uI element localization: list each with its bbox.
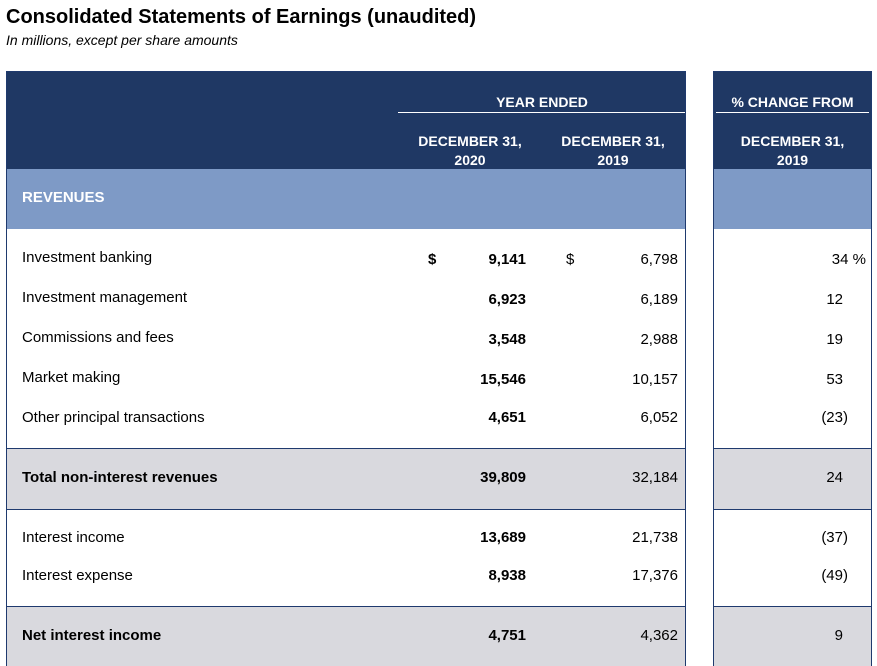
column-header-2019: DECEMBER 31, 2019 bbox=[561, 133, 665, 168]
value-2020-investment-management: 6,923 bbox=[488, 291, 526, 308]
percent-change-panel: % CHANGE FROM DECEMBER 31, 2019 34 % 12 … bbox=[713, 71, 872, 666]
pct-change-market-making: 53 bbox=[826, 371, 843, 388]
net-interest-row-shade bbox=[7, 606, 685, 666]
value-2019-investment-management: 6,189 bbox=[640, 291, 678, 308]
table-header: YEAR ENDED DECEMBER 31, 2020 DECEMBER 31… bbox=[7, 72, 685, 169]
value-2019-market-making: 10,157 bbox=[632, 371, 678, 388]
value-2020-total-non-interest-revenues: 39,809 bbox=[480, 469, 526, 486]
total-row-shade bbox=[7, 448, 685, 510]
percent-change-header: % CHANGE FROM DECEMBER 31, 2019 bbox=[714, 72, 871, 169]
page-subtitle: In millions, except per share amounts bbox=[6, 32, 238, 48]
pct-change-investment-management: 12 bbox=[826, 291, 843, 308]
currency-symbol-2020: $ bbox=[428, 251, 437, 268]
value-2020-market-making: 15,546 bbox=[480, 371, 526, 388]
value-2019-total-non-interest-revenues: 32,184 bbox=[632, 469, 678, 486]
value-2020-interest-income: 13,689 bbox=[480, 529, 526, 546]
page-title: Consolidated Statements of Earnings (una… bbox=[6, 6, 477, 28]
column-header-2020: DECEMBER 31, 2020 bbox=[418, 133, 522, 168]
row-label-net-interest-income: Net interest income bbox=[22, 627, 162, 644]
year-ended-header: YEAR ENDED bbox=[496, 94, 588, 110]
value-2019-interest-expense: 17,376 bbox=[632, 567, 678, 584]
value-2019-commissions-and-fees: 2,988 bbox=[640, 331, 678, 348]
row-label-investment-management: Investment management bbox=[22, 289, 188, 306]
column-header-pct-2019: DECEMBER 31, 2019 bbox=[740, 133, 845, 168]
row-label-market-making: Market making bbox=[22, 369, 121, 386]
pct-change-interest-expense: (49) bbox=[821, 567, 848, 584]
net-interest-row-shade bbox=[714, 606, 871, 666]
section-label-revenues: REVENUES bbox=[22, 189, 105, 206]
section-band bbox=[714, 169, 871, 229]
header-rule bbox=[716, 112, 869, 113]
value-2020-interest-expense: 8,938 bbox=[488, 567, 526, 584]
total-row-shade bbox=[714, 448, 871, 510]
value-2020-other-principal-transactions: 4,651 bbox=[488, 409, 526, 426]
pct-change-commissions-and-fees: 19 bbox=[826, 331, 843, 348]
pct-change-total-non-interest-revenues: 24 bbox=[826, 469, 843, 486]
row-label-investment-banking: Investment banking bbox=[22, 249, 153, 266]
row-label-total-non-interest-revenues: Total non-interest revenues bbox=[22, 469, 218, 486]
currency-symbol-2019: $ bbox=[566, 251, 575, 268]
row-label-interest-income: Interest income bbox=[22, 529, 125, 546]
pct-change-other-principal-transactions: (23) bbox=[821, 409, 848, 426]
value-2020-net-interest-income: 4,751 bbox=[488, 627, 526, 644]
section-band bbox=[7, 169, 685, 229]
value-2019-investment-banking: 6,798 bbox=[640, 251, 678, 268]
row-label-commissions-and-fees: Commissions and fees bbox=[22, 329, 174, 346]
percent-change-from-header: % CHANGE FROM bbox=[731, 94, 854, 110]
value-2020-commissions-and-fees: 3,548 bbox=[488, 331, 526, 348]
pct-change-investment-banking: 34 % bbox=[831, 251, 866, 268]
pct-change-net-interest-income: 9 bbox=[834, 627, 843, 644]
value-2020-investment-banking: 9,141 bbox=[488, 251, 526, 268]
value-2019-net-interest-income: 4,362 bbox=[640, 627, 678, 644]
row-label-other-principal-transactions: Other principal transactions bbox=[22, 409, 205, 426]
value-2019-interest-income: 21,738 bbox=[632, 529, 678, 546]
row-label-interest-expense: Interest expense bbox=[22, 567, 133, 584]
earnings-table-panel: YEAR ENDED DECEMBER 31, 2020 DECEMBER 31… bbox=[6, 71, 686, 666]
pct-change-interest-income: (37) bbox=[821, 529, 848, 546]
header-rule bbox=[398, 112, 685, 113]
value-2019-other-principal-transactions: 6,052 bbox=[640, 409, 678, 426]
